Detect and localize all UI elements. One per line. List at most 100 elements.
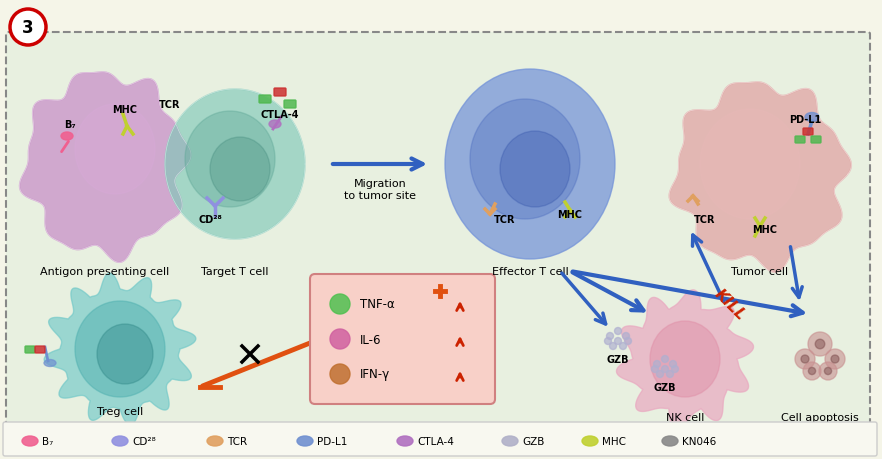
Circle shape xyxy=(619,343,626,350)
Ellipse shape xyxy=(75,105,155,195)
Ellipse shape xyxy=(500,132,570,207)
Ellipse shape xyxy=(22,436,38,446)
Polygon shape xyxy=(19,73,191,263)
Polygon shape xyxy=(669,83,851,273)
Circle shape xyxy=(671,366,678,373)
Text: TCR: TCR xyxy=(694,214,716,224)
Text: IFN-γ: IFN-γ xyxy=(360,368,390,381)
Circle shape xyxy=(615,328,622,335)
FancyBboxPatch shape xyxy=(284,101,296,109)
Text: TCR: TCR xyxy=(160,100,181,110)
Text: MHC: MHC xyxy=(602,436,626,446)
Circle shape xyxy=(803,362,821,380)
Text: Effector T cell: Effector T cell xyxy=(491,266,568,276)
Text: PD-L1: PD-L1 xyxy=(789,115,821,125)
Ellipse shape xyxy=(650,321,720,397)
Text: MHC: MHC xyxy=(113,105,138,115)
FancyBboxPatch shape xyxy=(259,96,271,104)
Circle shape xyxy=(831,355,839,363)
Ellipse shape xyxy=(805,113,819,122)
Circle shape xyxy=(825,368,832,375)
Text: Target T cell: Target T cell xyxy=(201,266,269,276)
Circle shape xyxy=(330,329,350,349)
FancyBboxPatch shape xyxy=(274,89,286,97)
Circle shape xyxy=(604,338,611,345)
Ellipse shape xyxy=(185,112,275,207)
Circle shape xyxy=(623,333,630,340)
Circle shape xyxy=(809,368,816,375)
Circle shape xyxy=(819,362,837,380)
Text: GZB: GZB xyxy=(654,382,676,392)
Circle shape xyxy=(662,356,669,363)
Circle shape xyxy=(801,355,809,363)
Ellipse shape xyxy=(662,436,678,446)
Circle shape xyxy=(615,338,622,345)
Text: CTLA-4: CTLA-4 xyxy=(417,436,454,446)
Text: Treg cell: Treg cell xyxy=(97,406,143,416)
Text: GZB: GZB xyxy=(607,354,629,364)
Text: CD²⁸: CD²⁸ xyxy=(198,214,222,224)
Ellipse shape xyxy=(44,360,56,367)
Ellipse shape xyxy=(470,100,580,219)
Text: CTLA-4: CTLA-4 xyxy=(261,110,299,120)
Circle shape xyxy=(656,371,663,378)
FancyBboxPatch shape xyxy=(35,346,45,353)
Ellipse shape xyxy=(397,436,413,446)
Circle shape xyxy=(330,364,350,384)
Ellipse shape xyxy=(97,325,153,384)
Ellipse shape xyxy=(112,436,128,446)
Ellipse shape xyxy=(207,436,223,446)
Ellipse shape xyxy=(445,70,615,259)
FancyBboxPatch shape xyxy=(795,137,805,144)
Text: B₇: B₇ xyxy=(64,120,76,130)
Ellipse shape xyxy=(582,436,598,446)
Circle shape xyxy=(624,338,632,345)
Text: KN046: KN046 xyxy=(682,436,716,446)
Circle shape xyxy=(652,366,659,373)
Circle shape xyxy=(10,10,46,46)
Text: TNF-α: TNF-α xyxy=(360,298,395,311)
FancyBboxPatch shape xyxy=(25,346,35,353)
Circle shape xyxy=(808,332,832,356)
Circle shape xyxy=(609,343,617,350)
Polygon shape xyxy=(165,90,305,240)
FancyBboxPatch shape xyxy=(803,129,813,136)
Ellipse shape xyxy=(297,436,313,446)
Text: CD²⁸: CD²⁸ xyxy=(132,436,156,446)
Text: GZB: GZB xyxy=(522,436,544,446)
Circle shape xyxy=(607,333,614,340)
Text: KILL: KILL xyxy=(712,286,749,323)
Ellipse shape xyxy=(75,302,165,397)
Text: PD-L1: PD-L1 xyxy=(317,436,348,446)
Ellipse shape xyxy=(502,436,518,446)
Text: MHC: MHC xyxy=(752,224,778,235)
Circle shape xyxy=(330,294,350,314)
Text: Migration
to tumor site: Migration to tumor site xyxy=(344,179,416,201)
Text: NK cell: NK cell xyxy=(666,412,704,422)
FancyBboxPatch shape xyxy=(3,422,877,456)
Text: Cell apoptosis: Cell apoptosis xyxy=(781,412,859,422)
Circle shape xyxy=(654,361,661,368)
Text: TCR: TCR xyxy=(494,214,516,224)
FancyBboxPatch shape xyxy=(6,33,870,426)
Text: TCR: TCR xyxy=(227,436,247,446)
Polygon shape xyxy=(44,274,196,425)
Polygon shape xyxy=(617,290,753,428)
Circle shape xyxy=(795,349,815,369)
Circle shape xyxy=(669,361,676,368)
FancyBboxPatch shape xyxy=(310,274,495,404)
Circle shape xyxy=(662,366,669,373)
Ellipse shape xyxy=(269,121,281,129)
Ellipse shape xyxy=(61,133,73,141)
Text: Antigon presenting cell: Antigon presenting cell xyxy=(41,266,169,276)
Text: Tumor cell: Tumor cell xyxy=(731,266,789,276)
Text: 3: 3 xyxy=(22,19,34,37)
Circle shape xyxy=(667,371,674,378)
Circle shape xyxy=(815,340,825,349)
Ellipse shape xyxy=(210,138,270,202)
Circle shape xyxy=(825,349,845,369)
FancyBboxPatch shape xyxy=(811,137,821,144)
Text: MHC: MHC xyxy=(557,210,582,219)
Ellipse shape xyxy=(700,110,800,219)
Text: B₇: B₇ xyxy=(42,436,53,446)
